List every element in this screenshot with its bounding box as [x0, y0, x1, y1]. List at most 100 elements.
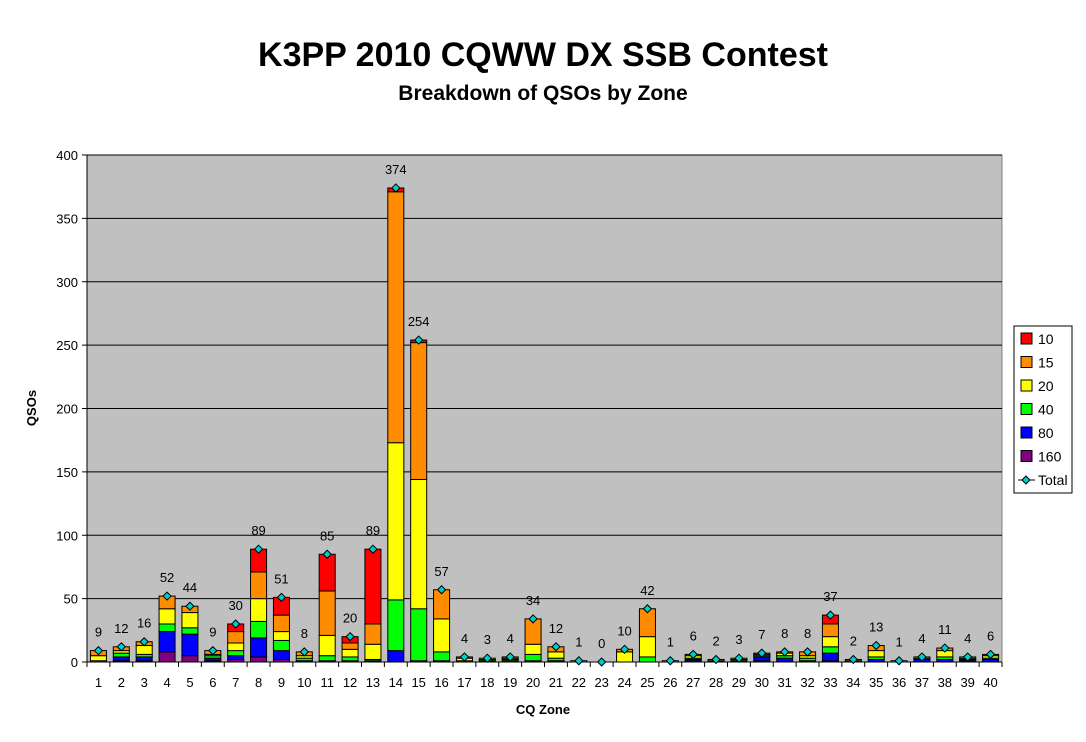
total-marker [162, 591, 172, 601]
y-tick-label: 100 [56, 528, 78, 543]
x-tick-label: 33 [823, 675, 837, 690]
x-tick-label: 13 [366, 675, 380, 690]
x-tick-label: 1 [95, 675, 102, 690]
total-marker [185, 601, 195, 611]
legend-label: Total [1038, 472, 1068, 488]
total-marker [322, 549, 332, 559]
total-marker [391, 183, 401, 193]
y-tick-label: 300 [56, 275, 78, 290]
bar-segment-40 [524, 653, 542, 662]
x-tick-label: 17 [457, 675, 471, 690]
legend-swatch-20 [1020, 379, 1033, 392]
total-marker [276, 592, 287, 603]
bar-segment-80 [181, 633, 199, 657]
bar-segment-15 [318, 590, 336, 636]
total-marker [917, 652, 927, 662]
total-marker [413, 335, 424, 345]
x-tick-label: 34 [846, 675, 860, 690]
bar-segment-20 [318, 634, 336, 657]
total-data-label: 4 [918, 631, 925, 646]
total-data-label: 2 [712, 633, 719, 648]
total-marker [711, 654, 721, 665]
total-marker [802, 647, 813, 657]
x-tick-label: 20 [526, 675, 540, 690]
total-data-label: 4 [461, 631, 468, 646]
total-data-label: 4 [507, 631, 514, 646]
total-marker [551, 642, 561, 652]
bar-segment-20 [272, 631, 290, 641]
total-data-label: 89 [366, 523, 380, 538]
bar-segment-80 [387, 650, 405, 663]
bar-segment-20 [387, 442, 405, 601]
x-tick-label: 24 [617, 675, 631, 690]
y-tick-label: 250 [56, 338, 78, 353]
total-data-label: 9 [209, 625, 216, 640]
total-marker [779, 647, 790, 657]
total-data-label: 3 [735, 632, 742, 647]
x-tick-label: 30 [755, 675, 769, 690]
bar-segment-20 [364, 643, 382, 660]
x-axis-label: CQ Zone [516, 702, 570, 717]
x-tick-label: 40 [983, 675, 997, 690]
total-marker [940, 643, 950, 653]
legend-total-marker [1021, 475, 1031, 485]
total-data-label: 52 [160, 570, 174, 585]
total-data-label: 8 [781, 626, 788, 641]
y-tick-label: 50 [64, 592, 78, 607]
total-data-label: 8 [301, 626, 308, 641]
total-data-label: 374 [385, 162, 407, 177]
total-data-label: 44 [183, 580, 197, 595]
bar-segment-160 [181, 655, 199, 663]
bar-segment-40 [112, 652, 130, 658]
bar-segment-20 [433, 618, 451, 653]
bar-segment-20 [250, 598, 268, 622]
bar-segment-80 [250, 637, 268, 658]
bar-segment-15 [410, 342, 428, 480]
total-data-label: 4 [964, 631, 971, 646]
y-tick-label: 0 [71, 655, 78, 670]
x-tick-label: 28 [709, 675, 723, 690]
total-data-label: 11 [938, 622, 952, 637]
x-tick-label: 4 [163, 675, 170, 690]
total-data-label: 57 [434, 564, 448, 579]
legend-label: 10 [1038, 331, 1054, 347]
x-tick-label: 31 [777, 675, 791, 690]
total-data-label: 3 [484, 632, 491, 647]
total-marker [574, 656, 584, 666]
total-marker [642, 604, 653, 614]
total-marker [528, 614, 538, 624]
x-tick-label: 16 [434, 675, 448, 690]
x-tick-label: 36 [892, 675, 906, 690]
total-marker [688, 649, 698, 660]
x-tick-label: 37 [915, 675, 929, 690]
bar-segment-20 [341, 648, 359, 658]
total-data-label: 30 [228, 598, 242, 613]
total-marker [505, 652, 515, 662]
total-data-label: 2 [850, 633, 857, 648]
bar-segment-40 [387, 599, 405, 652]
bar-segment-80 [821, 652, 839, 662]
legend-label: 20 [1038, 378, 1054, 394]
total-data-label: 254 [408, 314, 430, 329]
x-tick-label: 35 [869, 675, 883, 690]
total-marker [459, 652, 470, 662]
bar-segment-20 [158, 608, 176, 625]
total-data-label: 13 [869, 620, 883, 635]
legend-label: 15 [1038, 355, 1054, 371]
total-marker [139, 637, 149, 647]
total-data-label: 37 [823, 589, 837, 604]
bar-segment-80 [158, 631, 176, 653]
bar-segment-40 [227, 650, 245, 657]
legend-swatch-80 [1020, 426, 1033, 439]
bar-segment-20 [524, 643, 542, 655]
bar-segment-20 [410, 478, 428, 610]
total-data-label: 51 [274, 571, 288, 586]
bar-segment-20 [821, 636, 839, 648]
x-tick-label: 26 [663, 675, 677, 690]
bar-segment-15 [341, 642, 359, 650]
bar-segment-40 [272, 639, 290, 652]
x-tick-label: 32 [800, 675, 814, 690]
x-tick-label: 15 [411, 675, 425, 690]
bar-segment-80 [776, 657, 794, 663]
